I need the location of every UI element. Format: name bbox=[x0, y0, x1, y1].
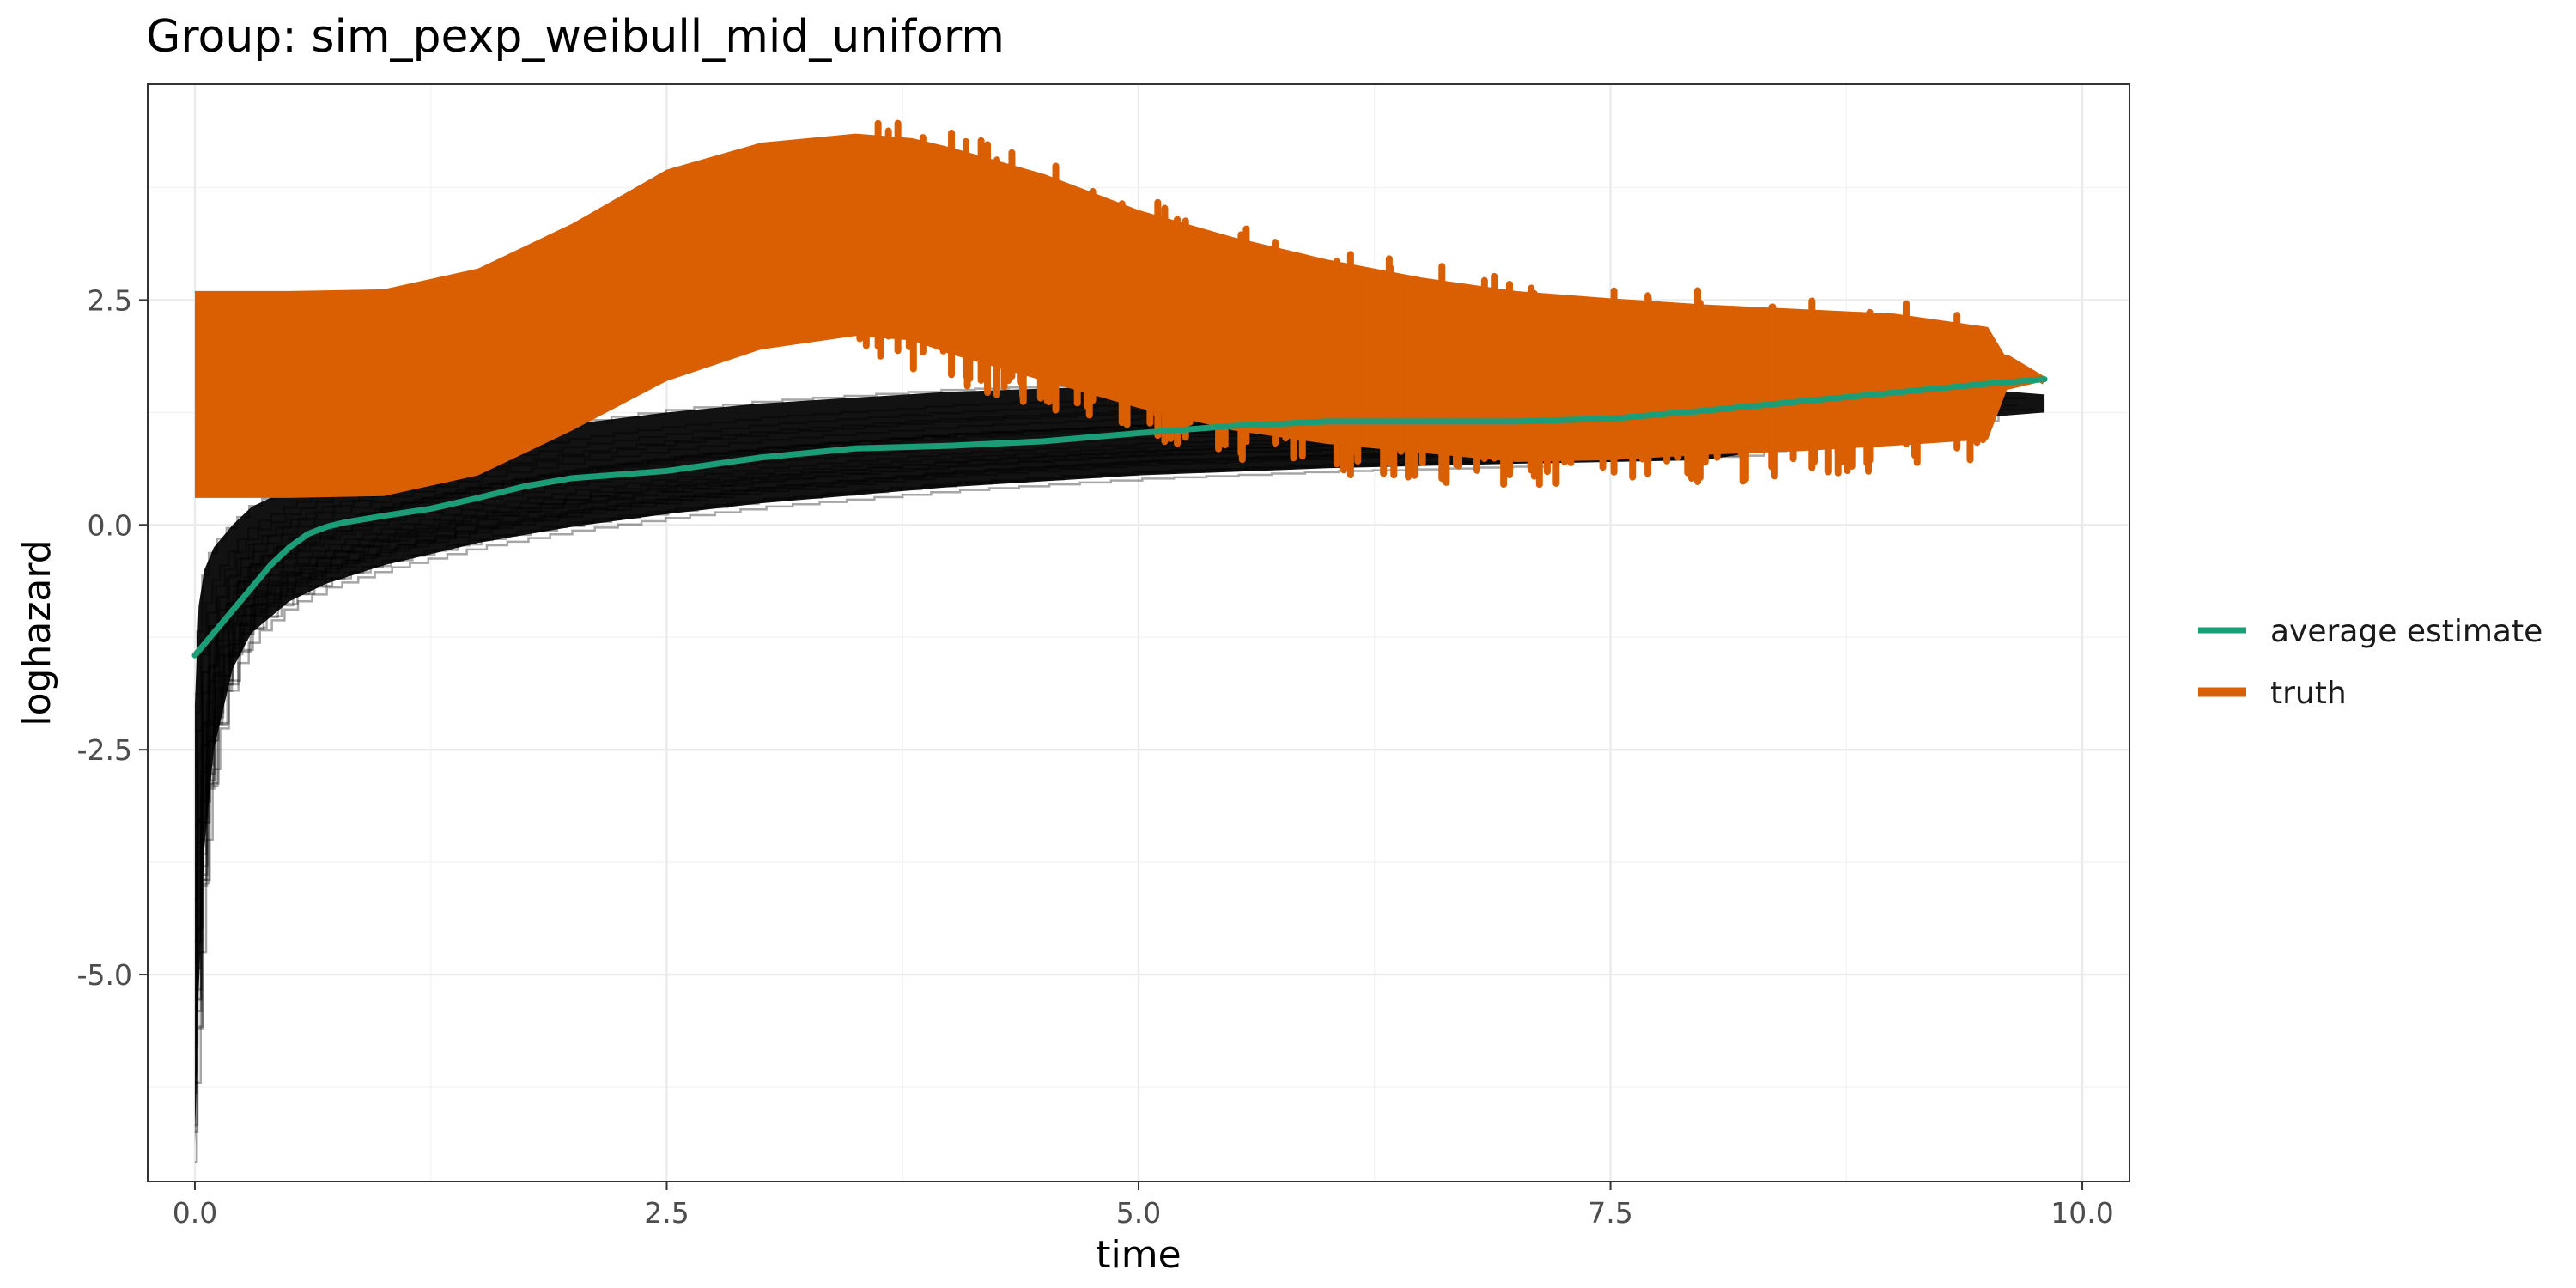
y-tick-label: -2.5 bbox=[77, 733, 132, 767]
y-axis-title: loghazard bbox=[15, 539, 59, 726]
y-tick-label: 2.5 bbox=[88, 283, 132, 317]
estimate-replicate-line bbox=[194, 449, 1594, 1077]
chart-title: Group: sim_pexp_weibull_mid_uniform bbox=[146, 11, 1005, 63]
x-tick-label: 10.0 bbox=[2050, 1196, 2113, 1230]
x-axis-title: time bbox=[1096, 1233, 1181, 1277]
legend-label: average estimate bbox=[2270, 614, 2543, 649]
x-tick-label: 2.5 bbox=[644, 1196, 689, 1230]
x-tick-label: 7.5 bbox=[1588, 1196, 1632, 1230]
legend-label: truth bbox=[2270, 676, 2347, 711]
legend: average estimate truth bbox=[2198, 614, 2543, 711]
average-estimate-line bbox=[191, 376, 2048, 659]
y-tick-label: 0.0 bbox=[88, 508, 132, 542]
y-axis: -5.0 -2.5 0.0 2.5 bbox=[77, 283, 148, 992]
chart-marks bbox=[191, 119, 2048, 1163]
y-tick-label: -5.0 bbox=[77, 958, 132, 992]
estimate-replicate-line bbox=[194, 465, 1550, 1163]
x-tick-label: 0.0 bbox=[173, 1196, 217, 1230]
x-axis: 0.0 2.5 5.0 7.5 10.0 bbox=[173, 1182, 2114, 1230]
x-tick-label: 5.0 bbox=[1116, 1196, 1161, 1230]
truth-tail bbox=[1947, 355, 2047, 410]
estimate-replicate-line bbox=[194, 449, 1706, 1084]
estimate-replicate-line bbox=[194, 447, 1712, 1073]
